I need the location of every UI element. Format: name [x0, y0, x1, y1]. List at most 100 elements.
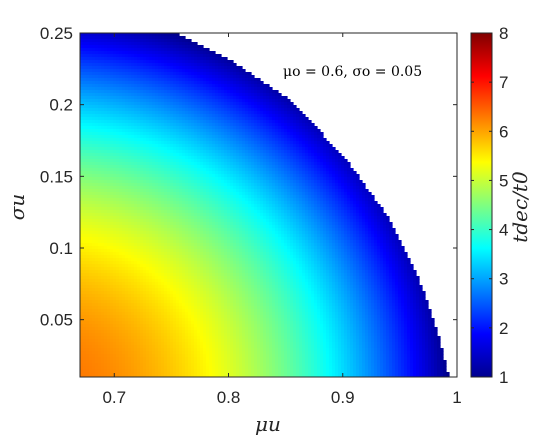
heat-cell: [140, 357, 144, 361]
heat-cell: [110, 282, 114, 286]
heat-cell: [110, 339, 114, 343]
heat-cell: [149, 237, 153, 241]
heat-cell: [113, 222, 117, 226]
heat-cell: [146, 42, 150, 46]
heat-cell: [134, 132, 138, 136]
heat-cell: [137, 114, 141, 118]
heat-cell: [131, 234, 135, 238]
heat-cell: [122, 300, 126, 304]
heat-cell: [113, 126, 117, 130]
heat-cell: [152, 57, 156, 61]
heat-cell: [161, 231, 165, 235]
heat-cell: [104, 354, 108, 358]
heat-cell: [164, 288, 168, 292]
heat-cell: [107, 249, 111, 253]
heat-cell: [164, 207, 168, 211]
heat-cell: [89, 324, 93, 328]
heat-cell: [161, 114, 165, 118]
heat-cell: [167, 339, 171, 343]
heat-cell: [98, 183, 102, 187]
heat-cell: [152, 174, 156, 178]
heat-cell: [158, 57, 162, 61]
heat-cell: [92, 204, 96, 208]
heat-cell: [143, 126, 147, 130]
heat-cell: [128, 69, 132, 73]
heat-cell: [149, 264, 153, 268]
heat-cell: [80, 69, 84, 73]
heat-cell: [170, 372, 174, 376]
heat-cell: [155, 129, 159, 133]
heat-cell: [125, 183, 129, 187]
heat-cell: [182, 285, 186, 289]
heat-cell: [95, 351, 99, 355]
heat-cell: [134, 312, 138, 316]
heat-cell: [152, 159, 156, 163]
heat-cell: [89, 294, 93, 298]
heat-cell: [140, 252, 144, 256]
heat-cell: [119, 315, 123, 319]
heat-cell: [89, 246, 93, 250]
heat-cell: [104, 168, 108, 172]
heat-cell: [128, 144, 132, 148]
heat-cell: [161, 375, 165, 377]
heat-cell: [137, 273, 141, 277]
heat-cell: [164, 303, 168, 307]
heat-cell: [155, 342, 159, 346]
heat-cell: [185, 153, 189, 157]
heat-cell: [143, 183, 147, 187]
heat-cell: [176, 312, 180, 316]
heat-cell: [86, 231, 90, 235]
heat-cell: [128, 192, 132, 196]
heat-cell: [155, 126, 159, 130]
heat-cell: [122, 150, 126, 154]
heat-cell: [140, 243, 144, 247]
heat-cell: [137, 363, 141, 367]
heat-cell: [92, 363, 96, 367]
heat-cell: [95, 180, 99, 184]
heat-cell: [149, 282, 153, 286]
heat-cell: [98, 213, 102, 217]
heat-cell: [122, 258, 126, 262]
heat-cell: [143, 267, 147, 271]
heat-cell: [164, 165, 168, 169]
heat-cell: [167, 123, 171, 127]
heat-cell: [152, 234, 156, 238]
heat-cell: [167, 327, 171, 331]
heat-cell: [149, 42, 153, 46]
heat-cell: [92, 273, 96, 277]
heat-cell: [146, 102, 150, 106]
heat-cell: [170, 279, 174, 283]
heat-cell: [137, 129, 141, 133]
heat-cell: [107, 204, 111, 208]
heat-cell: [95, 342, 99, 346]
heat-cell: [110, 195, 114, 199]
heat-cell: [119, 42, 123, 46]
heat-cell: [83, 162, 87, 166]
heat-cell: [179, 366, 183, 370]
heat-cell: [143, 216, 147, 220]
heat-cell: [152, 294, 156, 298]
heat-cell: [119, 186, 123, 190]
heat-cell: [185, 249, 189, 253]
heat-cell: [161, 243, 165, 247]
heat-cell: [182, 90, 186, 94]
heat-cell: [125, 270, 129, 274]
heat-cell: [161, 75, 165, 79]
heat-cell: [137, 186, 141, 190]
heat-cell: [161, 138, 165, 142]
heat-cell: [188, 312, 192, 316]
heat-cell: [170, 180, 174, 184]
heat-cell: [98, 168, 102, 172]
heat-cell: [185, 360, 189, 364]
heat-cell: [86, 132, 90, 136]
heat-cell: [110, 135, 114, 139]
heat-cell: [146, 285, 150, 289]
heat-cell: [149, 39, 153, 43]
heat-cell: [140, 183, 144, 187]
heat-cell: [122, 69, 126, 73]
heat-cell: [173, 33, 177, 37]
heat-cell: [182, 51, 186, 55]
heat-cell: [170, 144, 174, 148]
heat-cell: [89, 120, 93, 124]
heat-cell: [149, 81, 153, 85]
